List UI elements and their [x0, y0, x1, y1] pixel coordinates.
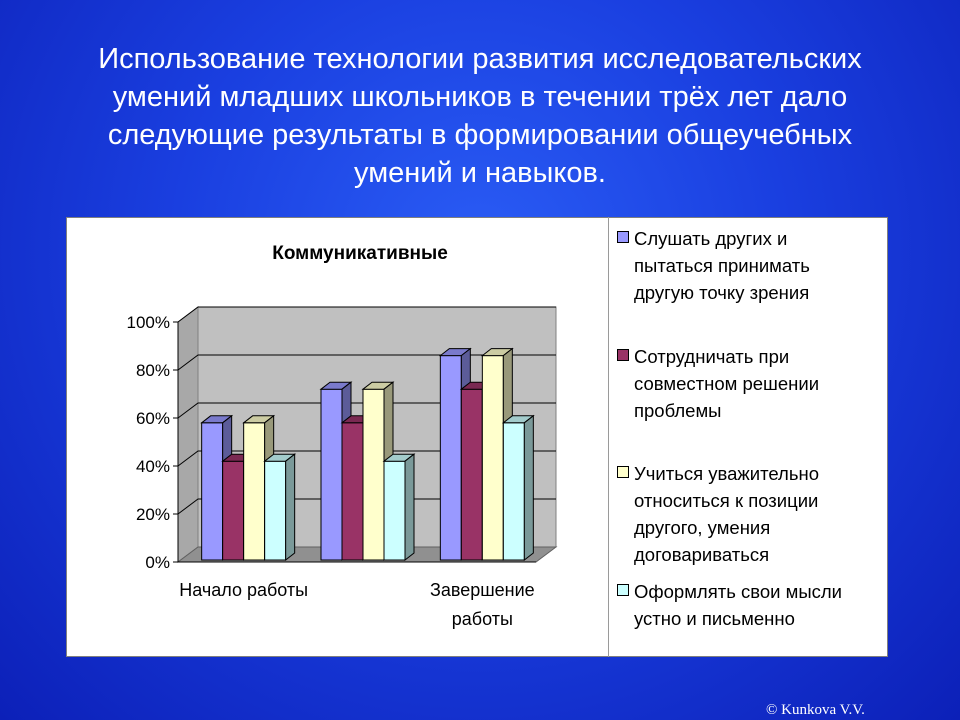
- legend-label-line: другую точку зрения: [634, 282, 810, 303]
- slide-title-line: умений младших школьников в течении трёх…: [112, 81, 848, 113]
- legend-label-line: проблемы: [634, 400, 722, 421]
- gridline: [177, 354, 556, 371]
- bar: [320, 388, 343, 561]
- legend-swatch: [617, 466, 629, 478]
- gridline: [177, 498, 556, 515]
- legend-label-line: другого, умения: [634, 517, 771, 538]
- bar: [481, 355, 504, 561]
- x-tick-label: Завершение: [430, 580, 535, 600]
- legend-label: Слушать других и пытаться принимать другую…: [634, 225, 884, 306]
- x-tick-label: Начало работы: [179, 580, 308, 600]
- legend-swatch: [617, 584, 629, 596]
- bar: [222, 460, 245, 561]
- gridline: [177, 402, 556, 419]
- legend-label-line: Учиться уважительно: [634, 463, 819, 484]
- slide-title-line: умений и навыков.: [354, 157, 606, 189]
- legend-label-line: совместном решении: [634, 373, 820, 394]
- x-tick-label: работы: [452, 609, 513, 629]
- slide-title-line: следующие результаты в формировании обще…: [107, 119, 853, 151]
- legend-label-line: Сотрудничать при: [634, 346, 790, 367]
- chart-side-wall: [177, 306, 199, 563]
- bar: [201, 422, 224, 561]
- y-tick-label: 40%: [136, 457, 170, 476]
- bar: [383, 460, 406, 561]
- bar: [439, 355, 462, 561]
- legend-label: Учиться уважительно относиться к позиции д…: [634, 460, 884, 568]
- legend-label-line: относиться к позиции: [634, 490, 819, 511]
- y-tick-label: 60%: [136, 409, 170, 428]
- slide-title: Использование технологии развития исслед…: [40, 40, 920, 192]
- y-tick-label: 100%: [127, 313, 170, 332]
- legend-label: Сотрудничать при совместном решении пробле…: [634, 343, 884, 424]
- bar-side: [404, 453, 415, 562]
- legend-label: Оформлять свои мысли устно и письменно: [634, 578, 884, 632]
- gridline: [177, 450, 556, 467]
- legend-label-line: устно и письменно: [634, 608, 795, 629]
- legend-swatch: [617, 349, 629, 361]
- legend-swatch: [617, 231, 629, 243]
- slide-title-line: Использование технологии развития исслед…: [98, 43, 862, 75]
- copyright-text: © Kunkova V.V.: [766, 702, 865, 718]
- y-tick-label: 80%: [136, 361, 170, 380]
- bar: [460, 388, 483, 561]
- bar-side: [285, 453, 296, 562]
- bar: [362, 388, 385, 561]
- bar: [264, 460, 287, 561]
- y-tick-label: 20%: [136, 505, 170, 524]
- gridline: [177, 306, 556, 323]
- bar: [502, 422, 525, 561]
- chart-legend-divider: [608, 217, 609, 657]
- bar: [341, 422, 364, 561]
- legend-label-line: пытаться принимать: [634, 255, 810, 276]
- legend-label-line: договариваться: [634, 544, 770, 565]
- legend-label-line: Слушать других и: [634, 228, 788, 249]
- bar-side: [523, 414, 534, 562]
- bar: [243, 422, 266, 561]
- chart-title: Коммуникативные: [272, 243, 448, 264]
- legend-label-line: Оформлять свои мысли: [634, 581, 842, 602]
- y-tick-label: 0%: [145, 553, 170, 572]
